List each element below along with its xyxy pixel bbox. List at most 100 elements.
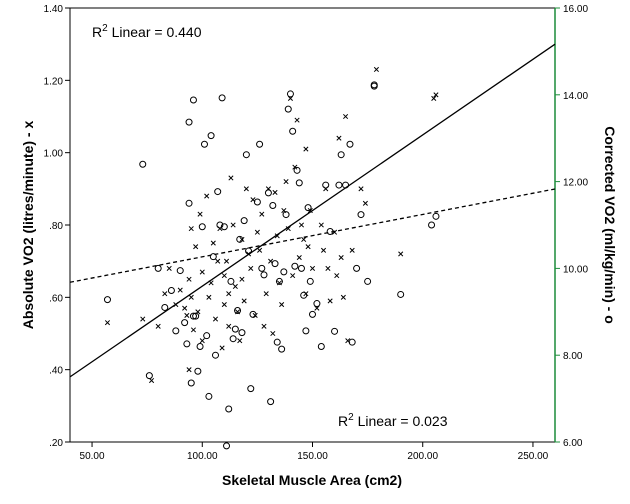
y-axis-left-title: Absolute VO2 (litres/minute) - x xyxy=(20,121,36,330)
data-point-x xyxy=(221,273,227,279)
data-point-o xyxy=(275,277,283,285)
data-point-o xyxy=(214,188,222,196)
x-axis-title: Skeletal Muscle Area (cm2) xyxy=(222,472,402,488)
data-point-o xyxy=(357,211,365,219)
data-point-o xyxy=(103,296,111,304)
data-point-x xyxy=(309,265,316,271)
data-point-x xyxy=(261,323,267,329)
data-point-x xyxy=(336,135,342,141)
data-point-o xyxy=(264,189,272,197)
x-tick-label: 250.00 xyxy=(518,451,549,462)
r2-annotation-right: R2 Linear = 0.023 xyxy=(338,412,448,429)
data-point-x xyxy=(243,186,249,192)
data-point-x xyxy=(199,269,205,275)
data-point-o xyxy=(309,310,316,318)
y-left-tick-label: .20 xyxy=(49,438,63,449)
data-point-o xyxy=(353,264,361,272)
data-point-x xyxy=(340,294,346,300)
y-left-tick-label: 1.40 xyxy=(44,4,64,15)
data-point-o xyxy=(209,253,217,261)
data-point-o xyxy=(223,442,231,450)
y-right-tick-label: 10.00 xyxy=(563,264,588,275)
data-point-x xyxy=(272,189,278,196)
data-point-o xyxy=(432,212,440,220)
data-point-o xyxy=(364,277,372,285)
data-point-o xyxy=(297,264,305,272)
data-point-o xyxy=(240,217,248,225)
data-point-o xyxy=(322,181,330,189)
data-point-x xyxy=(173,302,179,308)
data-point-o xyxy=(278,345,286,353)
data-point-o xyxy=(218,94,226,102)
data-point-o xyxy=(280,268,288,276)
data-point-x xyxy=(334,273,340,279)
data-point-o xyxy=(242,151,250,159)
y-left-tick-label: 1.00 xyxy=(44,149,64,160)
data-point-x xyxy=(155,323,161,329)
data-point-o xyxy=(397,290,405,298)
data-point-x xyxy=(232,283,238,290)
data-point-o xyxy=(300,291,308,299)
data-point-o xyxy=(229,335,237,343)
data-point-x xyxy=(204,193,210,199)
data-point-x xyxy=(182,305,188,311)
data-point-x xyxy=(296,254,302,261)
data-point-x xyxy=(327,298,333,304)
data-point-o xyxy=(304,204,312,212)
data-point-o xyxy=(176,267,184,275)
data-point-x xyxy=(254,229,260,235)
data-point-o xyxy=(306,277,314,285)
data-point-x xyxy=(239,236,245,243)
data-point-o xyxy=(291,262,299,270)
data-point-o xyxy=(185,118,193,126)
y-axis-right: 6.00 8.00 10.00 12.00 14.00 16.00 xyxy=(554,4,588,449)
plot-area xyxy=(69,7,556,443)
data-point-x xyxy=(290,273,296,279)
data-point-o xyxy=(189,96,197,104)
x-axis: 50.00 100.00 150.00 200.00 250.00 xyxy=(80,442,549,462)
data-point-o xyxy=(231,325,239,333)
data-point-o xyxy=(302,327,310,335)
data-point-x xyxy=(325,265,331,271)
data-point-o xyxy=(337,151,345,159)
data-point-x xyxy=(188,226,194,232)
data-point-o xyxy=(154,264,162,272)
data-point-o xyxy=(234,306,242,314)
data-point-x xyxy=(373,66,379,73)
data-point-o xyxy=(282,211,290,219)
data-point-x xyxy=(149,377,155,384)
data-point-o xyxy=(238,329,246,337)
data-point-x xyxy=(197,211,203,217)
data-point-x xyxy=(193,244,199,250)
data-point-o xyxy=(181,319,189,327)
r2-annotation-left: R2 Linear = 0.440 xyxy=(92,23,202,40)
fit-lines xyxy=(69,43,556,378)
data-point-o xyxy=(172,327,180,335)
data-point-x xyxy=(241,298,247,304)
data-point-x xyxy=(206,294,212,300)
data-point-x xyxy=(239,276,245,282)
data-point-o xyxy=(260,271,268,279)
data-point-x xyxy=(298,222,305,228)
data-point-x xyxy=(259,211,265,217)
data-point-o xyxy=(207,132,215,140)
data-point-x xyxy=(274,233,280,239)
data-point-x xyxy=(270,330,276,337)
data-point-x xyxy=(305,244,311,250)
data-point-x xyxy=(186,367,192,373)
data-point-x xyxy=(279,302,285,308)
data-point-x xyxy=(162,291,168,297)
data-point-x xyxy=(263,291,269,297)
data-point-o xyxy=(271,260,279,268)
data-point-o xyxy=(145,372,153,380)
data-point-x xyxy=(237,338,243,344)
data-point-o xyxy=(346,140,354,148)
data-point-o xyxy=(183,340,191,348)
data-point-o xyxy=(342,181,350,189)
data-point-o xyxy=(198,223,206,231)
data-point-x xyxy=(257,247,263,253)
data-point-o xyxy=(161,303,169,311)
data-point-o xyxy=(203,332,211,340)
data-point-x xyxy=(208,280,214,286)
